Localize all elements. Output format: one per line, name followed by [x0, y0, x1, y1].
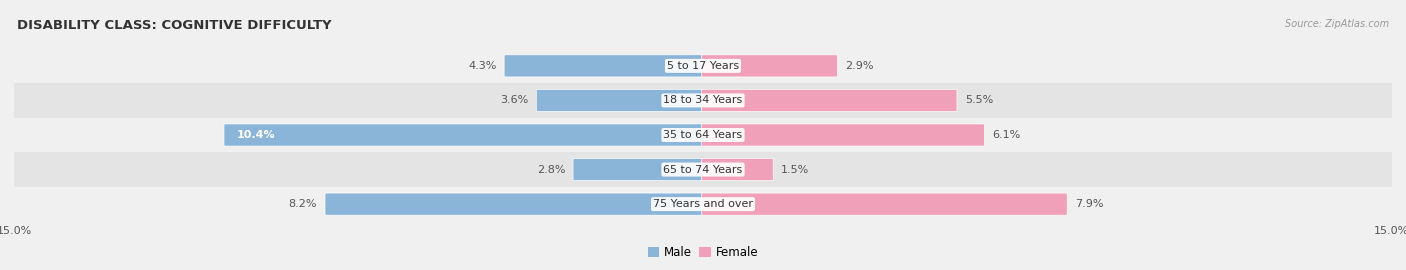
FancyBboxPatch shape	[325, 193, 704, 215]
FancyBboxPatch shape	[574, 158, 704, 181]
Bar	[14, 118, 1392, 152]
Text: 2.8%: 2.8%	[537, 164, 565, 175]
Text: 3.6%: 3.6%	[501, 95, 529, 106]
Bar	[14, 187, 1392, 221]
Text: DISABILITY CLASS: COGNITIVE DIFFICULTY: DISABILITY CLASS: COGNITIVE DIFFICULTY	[17, 19, 332, 32]
FancyBboxPatch shape	[702, 158, 773, 181]
FancyBboxPatch shape	[536, 89, 704, 112]
Text: 75 Years and over: 75 Years and over	[652, 199, 754, 209]
FancyBboxPatch shape	[702, 89, 957, 112]
Bar	[14, 83, 1392, 118]
Bar	[14, 152, 1392, 187]
Legend: Male, Female: Male, Female	[643, 241, 763, 264]
Text: 5.5%: 5.5%	[965, 95, 993, 106]
FancyBboxPatch shape	[702, 55, 838, 77]
Text: 2.9%: 2.9%	[845, 61, 875, 71]
Bar	[14, 49, 1392, 83]
FancyBboxPatch shape	[505, 55, 704, 77]
Text: 5 to 17 Years: 5 to 17 Years	[666, 61, 740, 71]
FancyBboxPatch shape	[702, 124, 984, 146]
Text: 65 to 74 Years: 65 to 74 Years	[664, 164, 742, 175]
FancyBboxPatch shape	[702, 193, 1067, 215]
Text: 1.5%: 1.5%	[782, 164, 810, 175]
FancyBboxPatch shape	[224, 124, 704, 146]
Text: 18 to 34 Years: 18 to 34 Years	[664, 95, 742, 106]
Text: 10.4%: 10.4%	[236, 130, 276, 140]
Text: 6.1%: 6.1%	[993, 130, 1021, 140]
Text: 35 to 64 Years: 35 to 64 Years	[664, 130, 742, 140]
Text: 4.3%: 4.3%	[468, 61, 496, 71]
Text: 7.9%: 7.9%	[1076, 199, 1104, 209]
Text: 8.2%: 8.2%	[288, 199, 318, 209]
Text: Source: ZipAtlas.com: Source: ZipAtlas.com	[1285, 19, 1389, 29]
